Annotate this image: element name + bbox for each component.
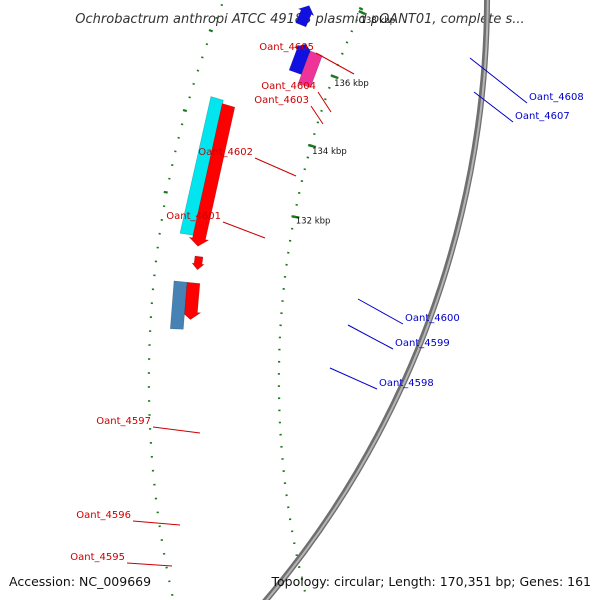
tick-mark <box>163 190 168 194</box>
tick-label: 132 kbp <box>296 216 331 226</box>
gene-oant-4596 <box>191 255 205 271</box>
tick-major-mark <box>358 10 366 16</box>
tick-mark <box>201 56 204 59</box>
tick-mark <box>177 136 180 139</box>
gene-oant-4597 <box>179 96 224 236</box>
gene-oant-4595b <box>169 280 188 330</box>
gene-label: Oant_4601 <box>166 211 221 222</box>
tick-mark <box>215 16 218 20</box>
tick-label: 134 kbp <box>312 147 347 157</box>
genome-summary-text: Topology: circular; Length: 170,351 bp; … <box>271 574 592 589</box>
tick-mark <box>324 98 327 101</box>
gene-label: Oant_4607 <box>515 111 570 122</box>
tick-mark <box>358 6 364 11</box>
tick-mark <box>300 577 304 580</box>
tick-mark <box>328 86 331 89</box>
gene-label: Oant_4595 <box>70 552 125 563</box>
feature-layer <box>169 5 323 330</box>
tick-mark <box>341 52 344 55</box>
gene-leader-line <box>254 157 297 177</box>
tick-mark <box>182 108 188 113</box>
gene-label: Oant_4599 <box>395 338 450 349</box>
tick-mark <box>208 28 214 33</box>
gene-leader-line <box>317 91 332 113</box>
gene-leader-line <box>132 520 181 526</box>
tick-mark <box>345 41 349 44</box>
gene-oant-4597b <box>188 103 236 247</box>
tick-mark <box>180 123 184 126</box>
tick-label: 136 kbp <box>334 79 369 89</box>
tick-mark <box>303 168 306 171</box>
tick-mark <box>295 203 298 206</box>
gene-label: Oant_4598 <box>379 378 434 389</box>
gene-label: Oant_4600 <box>405 313 460 324</box>
backbone-layer <box>262 0 491 600</box>
gene-leader-line <box>357 298 404 325</box>
tick-major-mark <box>308 144 317 149</box>
gene-label: Oant_4597 <box>96 416 151 427</box>
tick-mark <box>295 554 298 557</box>
tick-label: 138 kbp <box>360 16 395 26</box>
backbone-highlight <box>265 0 489 600</box>
tick-mark <box>320 109 323 112</box>
gene-leader-line <box>310 105 324 125</box>
tick-mark <box>192 82 195 86</box>
gene-label: Oant_4608 <box>529 92 584 103</box>
gene-label-layer: Oant_4605 Oant_4604 Oant_4603 Oant_4602 Oant… <box>70 42 584 567</box>
gene-oant-4599 <box>295 5 315 28</box>
gene-oant-4598 <box>297 50 323 88</box>
tick-mark <box>171 593 174 596</box>
gene-leader-line <box>469 57 528 104</box>
gene-label: Oant_4604 <box>261 81 316 92</box>
tick-mark <box>196 69 200 72</box>
gene-label: Oant_4603 <box>254 95 309 106</box>
tick-mark <box>313 132 316 136</box>
tick-mark <box>188 96 191 99</box>
gene-leader-line <box>473 91 514 123</box>
tick-mark <box>350 30 354 33</box>
tick-mark <box>174 150 177 153</box>
tick-mark <box>205 43 209 46</box>
gene-leader-line <box>126 562 173 567</box>
gene-leader-line <box>347 324 394 350</box>
gene-leader-line <box>222 221 266 239</box>
tick-mark <box>355 18 359 22</box>
tick-mark <box>303 589 306 592</box>
tick-mark <box>171 164 174 167</box>
tick-mark <box>220 3 224 7</box>
tick-major-mark <box>292 215 300 219</box>
tick-major-mark <box>331 74 339 80</box>
accession-text: Accession: NC_009669 <box>9 574 151 589</box>
tick-mark <box>297 191 301 194</box>
tick-mark <box>297 566 301 569</box>
tick-mark <box>300 180 304 183</box>
gene-label: Oant_4605 <box>259 42 314 53</box>
gene-label: Oant_4602 <box>198 147 253 158</box>
gene-leader-line <box>152 426 201 434</box>
tick-mark <box>306 156 310 159</box>
gene-leader-line <box>329 367 378 390</box>
tick-mark <box>316 121 320 124</box>
gene-leader-line <box>315 52 355 75</box>
gene-label: Oant_4596 <box>76 510 131 521</box>
